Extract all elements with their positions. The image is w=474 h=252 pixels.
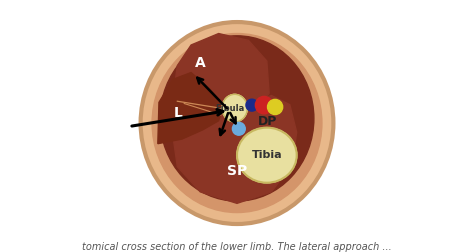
Text: DP: DP [258,115,278,128]
Ellipse shape [222,94,247,122]
Circle shape [267,99,283,115]
Text: L: L [174,106,183,120]
Circle shape [255,97,273,114]
Polygon shape [173,34,269,123]
Polygon shape [173,96,297,203]
Text: Fibula: Fibula [215,104,244,113]
Ellipse shape [141,22,333,224]
Ellipse shape [237,128,297,183]
Text: tomical cross section of the lower limb. The lateral approach ...: tomical cross section of the lower limb.… [82,242,392,252]
Text: A: A [195,56,206,70]
Ellipse shape [160,36,314,201]
Circle shape [246,99,258,111]
Polygon shape [158,73,223,144]
Text: Tibia: Tibia [252,150,282,160]
Text: SP: SP [227,164,247,178]
Ellipse shape [152,34,322,212]
Circle shape [232,122,245,135]
